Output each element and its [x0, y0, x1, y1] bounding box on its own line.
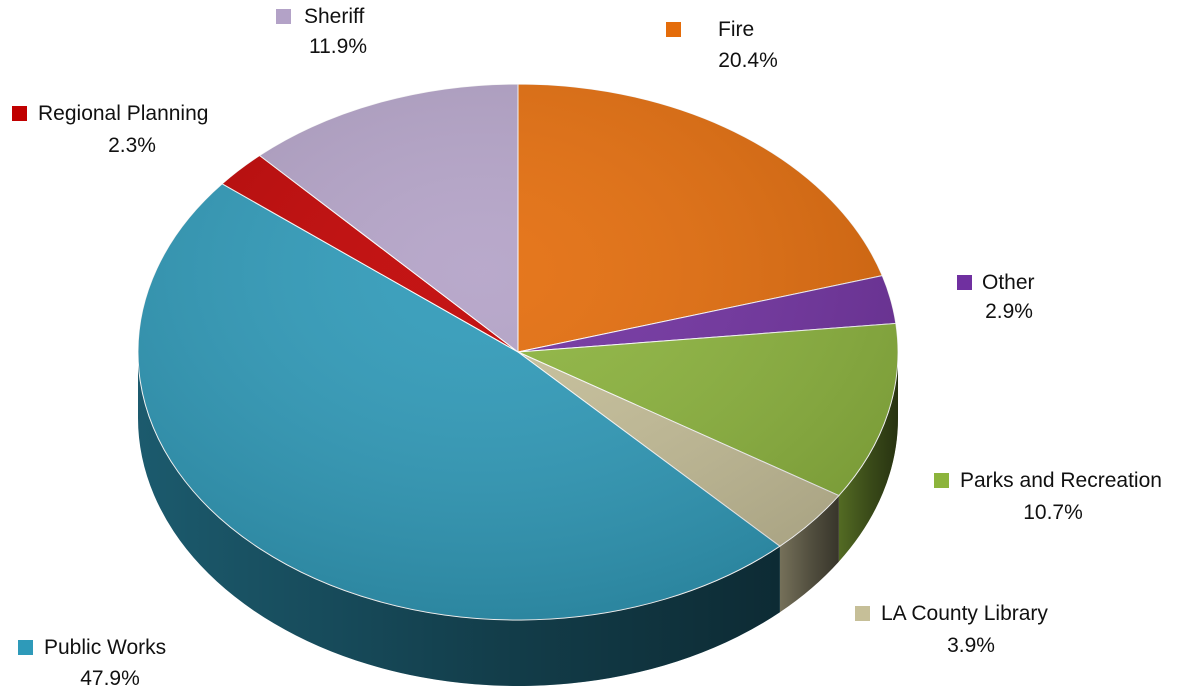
top-shading — [138, 84, 898, 620]
side-shade-parks-and-recreation — [838, 352, 898, 562]
slice-labels: Fire 20.4% Other 2.9% Parks and Recreation 10… — [12, 5, 1162, 690]
slice-label-regional-planning: Regional Planning — [38, 102, 208, 125]
slice-label-public-works: Public Works — [44, 636, 166, 659]
slice-label-other: Other — [982, 271, 1035, 294]
legend-swatch-sheriff — [276, 9, 291, 24]
pie-top-faces — [137, 83, 899, 621]
slice-percent-fire: 20.4% — [718, 49, 778, 72]
legend-swatch-fire — [666, 22, 681, 37]
side-shade-public-works — [138, 352, 780, 686]
slice-percent-parks-and-recreation: 10.7% — [1023, 501, 1083, 524]
slice-percent-other: 2.9% — [985, 300, 1033, 323]
slice-percent-la-county-library: 3.9% — [947, 634, 995, 657]
slice-label-la-county-library: LA County Library — [881, 602, 1048, 625]
legend-swatch-public-works — [18, 640, 33, 655]
legend-swatch-la-county-library — [855, 606, 870, 621]
legend-swatch-parks-and-recreation — [934, 473, 949, 488]
legend-swatch-regional-planning — [12, 106, 27, 121]
slice-percent-public-works: 47.9% — [80, 667, 140, 690]
legend-swatch-other — [957, 275, 972, 290]
pie-side-walls — [138, 352, 898, 686]
slice-label-parks-and-recreation: Parks and Recreation — [960, 469, 1162, 492]
slice-percent-sheriff: 11.9% — [309, 35, 367, 58]
slice-label-fire: Fire — [718, 18, 754, 41]
side-shade-la-county-library — [779, 495, 839, 613]
slice-label-sheriff: Sheriff — [304, 5, 364, 28]
slice-percent-regional-planning: 2.3% — [108, 134, 156, 157]
